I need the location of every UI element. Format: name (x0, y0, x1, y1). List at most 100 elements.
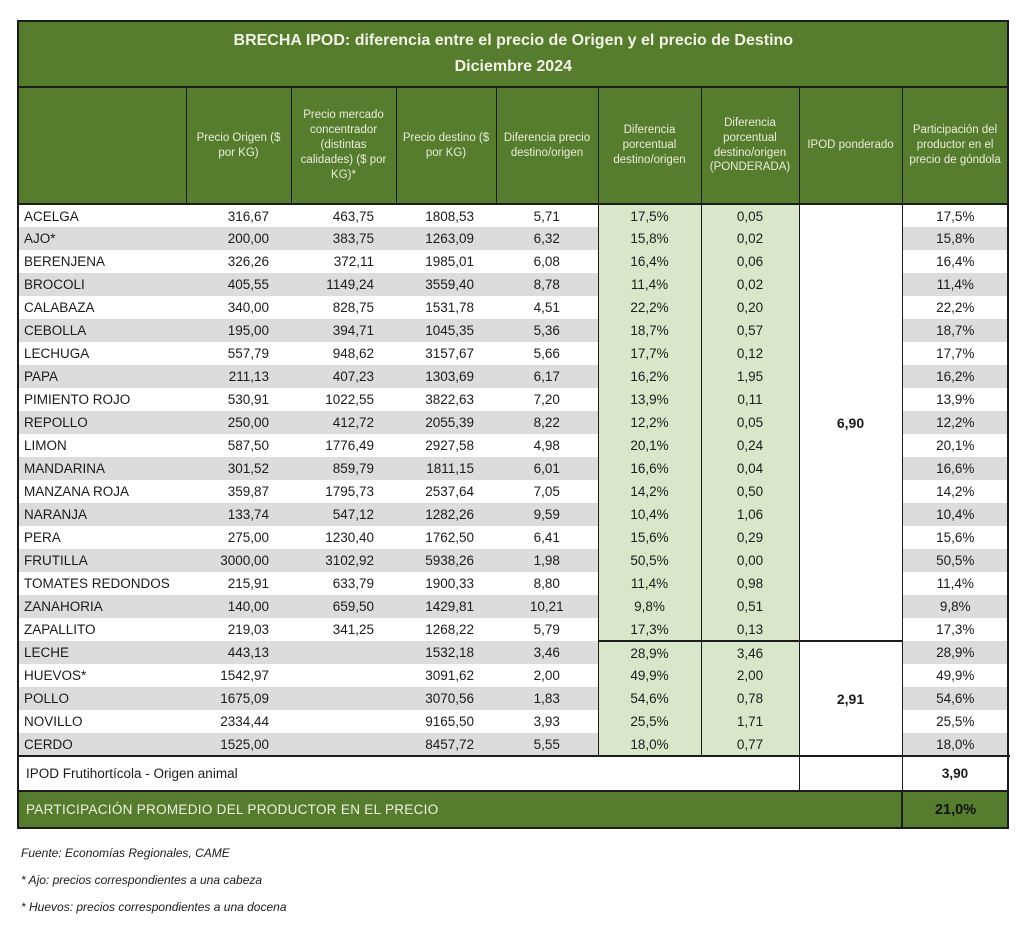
ipod-animal-summary-label: IPOD Frutihortícola - Origen animal (18, 755, 800, 791)
precio-origen-cell: 1542,97 (186, 664, 291, 687)
precio-mercado-cell: 383,75 (291, 227, 396, 250)
diferencia-ponderada-cell: 0,20 (701, 296, 800, 319)
diferencia-porcentual-cell: 49,9% (597, 664, 702, 687)
precio-destino-cell: 1045,35 (396, 319, 496, 342)
diferencia-precio-cell: 2,00 (496, 664, 598, 687)
table-row: FRUTILLA 3000,00 3102,92 5938,26 1,98 50,5% 0,… (18, 549, 1009, 572)
participacion-cell: 25,5% (902, 710, 1009, 733)
diferencia-porcentual-cell: 11,4% (597, 273, 702, 296)
diferencia-precio-cell: 8,22 (496, 411, 598, 434)
participacion-cell: 17,3% (902, 618, 1009, 641)
precio-destino-cell: 3091,62 (396, 664, 496, 687)
diferencia-precio-cell: 1,98 (496, 549, 598, 572)
precio-origen-cell: 1525,00 (186, 733, 291, 756)
diferencia-porcentual-cell: 17,3% (597, 618, 702, 641)
participacion-cell: 17,5% (902, 204, 1009, 227)
participacion-cell: 54,6% (902, 687, 1009, 710)
precio-mercado-cell: 659,50 (291, 595, 396, 618)
table-row: PIMIENTO ROJO 530,91 1022,55 3822,63 7,20 13,… (18, 388, 1009, 411)
column-header-precio-origen: Precio Origen ($ por KG) (185, 86, 292, 205)
precio-destino-cell: 2537,64 (396, 480, 496, 503)
precio-origen-cell: 587,50 (186, 434, 291, 457)
diferencia-precio-cell: 6,32 (496, 227, 598, 250)
product-name-cell: LIMON (18, 434, 186, 457)
table-row: AJO* 200,00 383,75 1263,09 6,32 15,8% 0,02 15,8… (18, 227, 1009, 250)
table-row: REPOLLO 250,00 412,72 2055,39 8,22 12,2% 0,05 1… (18, 411, 1009, 434)
footnotes: Fuente: Economías Regionales, CAME * Ajo… (21, 846, 1007, 914)
diferencia-porcentual-cell: 10,4% (597, 503, 702, 526)
column-header-row: Precio Origen ($ por KG) Precio mercado … (17, 86, 1009, 205)
precio-destino-cell: 5938,26 (396, 549, 496, 572)
diferencia-porcentual-cell: 13,9% (597, 388, 702, 411)
participacion-cell: 9,8% (902, 595, 1009, 618)
product-name-cell: BERENJENA (18, 250, 186, 273)
diferencia-ponderada-cell: 2,00 (701, 664, 800, 687)
diferencia-precio-cell: 5,71 (496, 204, 598, 227)
participacion-promedio-value: 21,0% (900, 790, 1009, 828)
product-name-cell: BROCOLI (18, 273, 186, 296)
precio-origen-cell: 211,13 (186, 365, 291, 388)
diferencia-precio-cell: 10,21 (496, 595, 598, 618)
precio-mercado-cell (291, 710, 396, 733)
precio-mercado-cell: 463,75 (291, 204, 396, 227)
diferencia-porcentual-cell: 16,6% (597, 457, 702, 480)
table-row: PAPA 211,13 407,23 1303,69 6,17 16,2% 1,95 16,2… (18, 365, 1009, 388)
participacion-cell: 12,2% (902, 411, 1009, 434)
precio-origen-cell: 557,79 (186, 342, 291, 365)
diferencia-precio-cell: 3,46 (496, 641, 598, 664)
precio-mercado-cell: 633,79 (291, 572, 396, 595)
precio-origen-cell: 326,26 (186, 250, 291, 273)
product-name-cell: ZANAHORIA (18, 595, 186, 618)
precio-mercado-cell: 948,62 (291, 342, 396, 365)
diferencia-precio-cell: 5,36 (496, 319, 598, 342)
product-name-cell: TOMATES REDONDOS (18, 572, 186, 595)
report-title-line1: BRECHA IPOD: diferencia entre el precio … (233, 32, 794, 49)
table-row: POLLO 1675,09 3070,56 1,83 54,6% 0,78 54,6% (18, 687, 1009, 710)
table-row: CALABAZA 340,00 828,75 1531,78 4,51 22,2% 0,20… (18, 296, 1009, 319)
precio-destino-cell: 1811,15 (396, 457, 496, 480)
diferencia-precio-cell: 7,05 (496, 480, 598, 503)
participacion-cell: 17,7% (902, 342, 1009, 365)
table-row: MANDARINA 301,52 859,79 1811,15 6,01 16,6% 0,0… (18, 457, 1009, 480)
diferencia-precio-cell: 8,80 (496, 572, 598, 595)
precio-destino-cell: 1900,33 (396, 572, 496, 595)
column-header-participacion: Participación del productor en el precio… (901, 86, 1009, 205)
diferencia-precio-cell: 3,93 (496, 710, 598, 733)
diferencia-precio-cell: 6,17 (496, 365, 598, 388)
precio-destino-cell: 1282,26 (396, 503, 496, 526)
precio-destino-cell: 3559,40 (396, 273, 496, 296)
product-name-cell: CERDO (18, 733, 186, 756)
precio-destino-cell: 2927,58 (396, 434, 496, 457)
column-header-ipod-ponderado: IPOD ponderado (798, 86, 903, 205)
diferencia-porcentual-cell: 18,7% (597, 319, 702, 342)
precio-mercado-cell: 859,79 (291, 457, 396, 480)
diferencia-porcentual-cell: 28,9% (597, 640, 702, 664)
product-name-cell: POLLO (18, 687, 186, 710)
product-name-cell: CALABAZA (18, 296, 186, 319)
precio-destino-cell: 1762,50 (396, 526, 496, 549)
table-row: LECHE 443,13 1532,18 3,46 28,9% 3,46 2,91 28,9% (18, 640, 1009, 756)
participacion-cell: 28,9% (902, 641, 1009, 664)
precio-mercado-cell: 394,71 (291, 319, 396, 342)
precio-destino-cell: 1531,78 (396, 296, 496, 319)
diferencia-precio-cell: 4,98 (496, 434, 598, 457)
precio-destino-cell: 1303,69 (396, 365, 496, 388)
product-name-cell: FRUTILLA (18, 549, 186, 572)
diferencia-ponderada-cell: 0,13 (701, 618, 800, 641)
precio-destino-cell: 3822,63 (396, 388, 496, 411)
diferencia-porcentual-cell: 12,2% (597, 411, 702, 434)
ajo-note: * Ajo: precios correspondientes a una ca… (21, 873, 263, 887)
precio-destino-cell: 8457,72 (396, 733, 496, 756)
column-header-precio-mercado: Precio mercado concentrador (distintas c… (290, 86, 397, 205)
diferencia-precio-cell: 9,59 (496, 503, 598, 526)
diferencia-ponderada-cell: 0,51 (701, 595, 800, 618)
participacion-cell: 18,0% (902, 733, 1009, 756)
precio-mercado-cell: 341,25 (291, 618, 396, 641)
table-row: ZANAHORIA 140,00 659,50 1429,81 10,21 9,8% 0,5… (18, 595, 1009, 618)
precio-origen-cell: 359,87 (186, 480, 291, 503)
product-name-cell: ACELGA (18, 204, 186, 227)
precio-destino-cell: 1808,53 (396, 204, 496, 227)
column-header-product (17, 86, 187, 205)
diferencia-precio-cell: 6,01 (496, 457, 598, 480)
ipod-animal-summary-pond-cell (799, 755, 903, 791)
